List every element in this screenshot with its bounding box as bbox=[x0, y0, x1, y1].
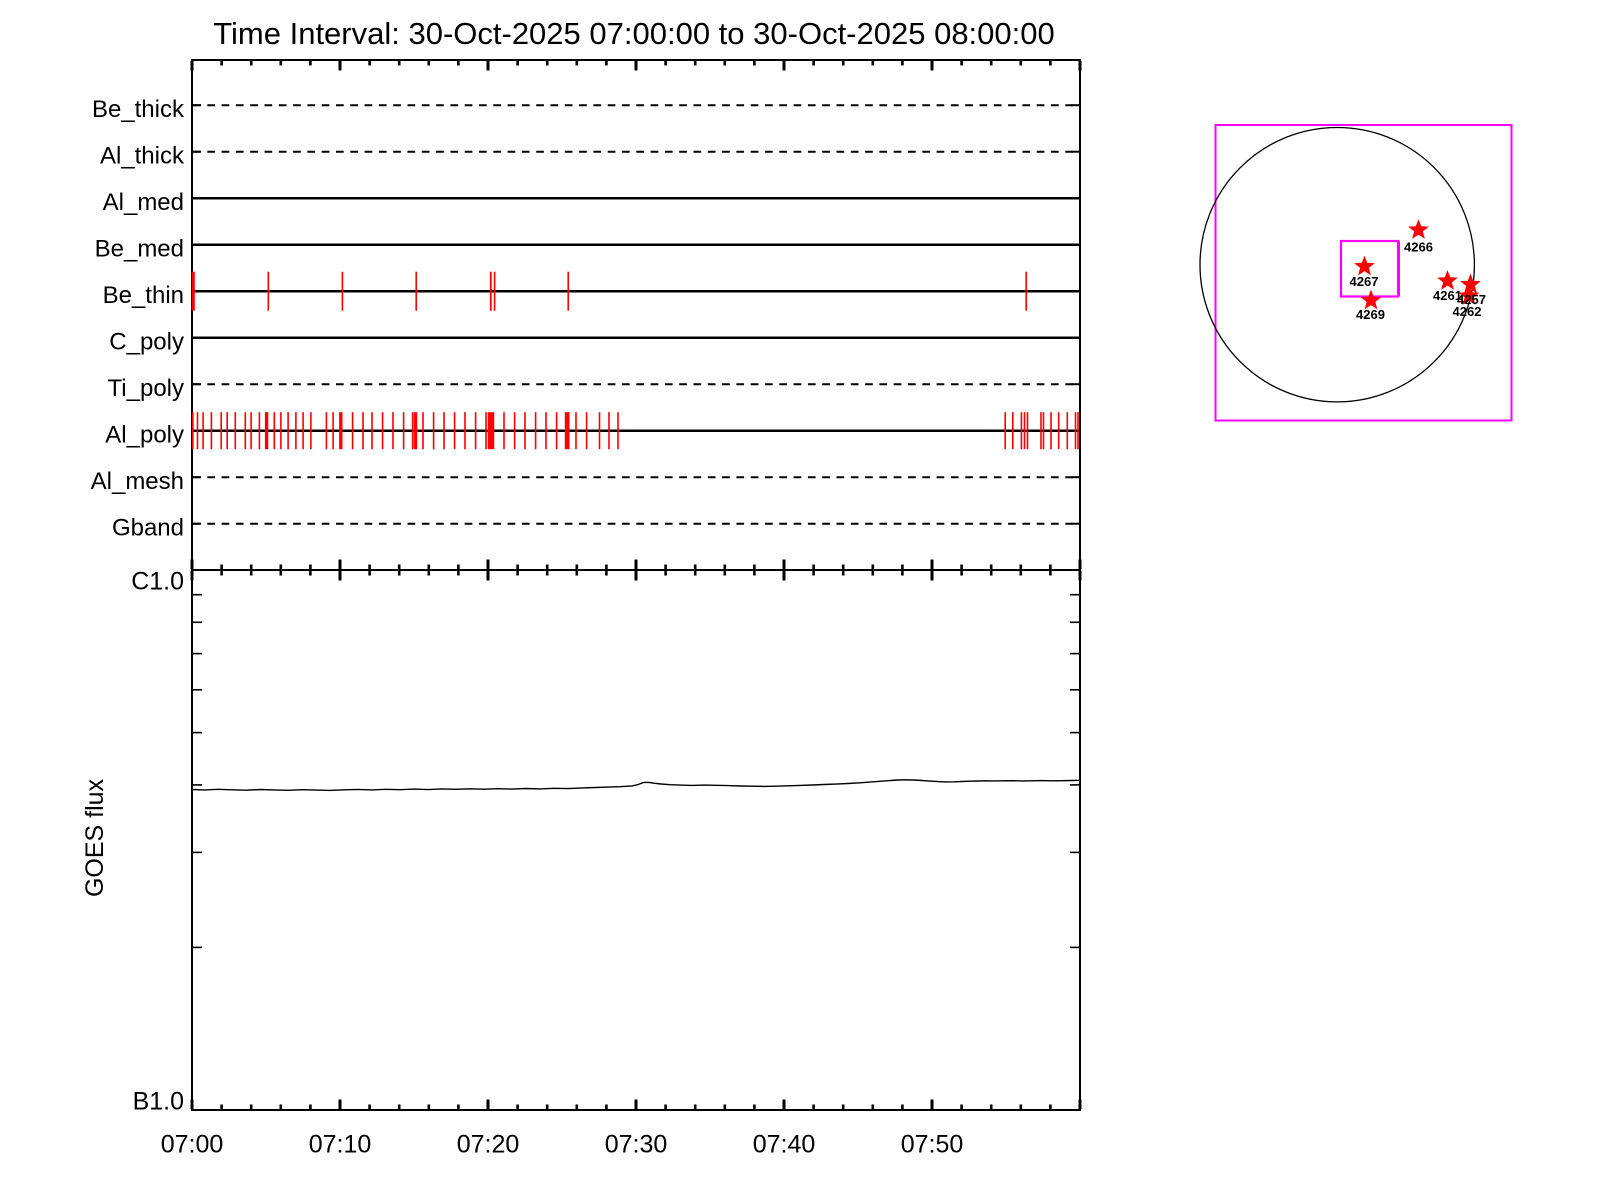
svg-text:GOES flux: GOES flux bbox=[81, 778, 109, 897]
svg-text:Gband: Gband bbox=[112, 515, 184, 542]
svg-text:4269: 4269 bbox=[1356, 307, 1385, 322]
svg-text:07:10: 07:10 bbox=[309, 1131, 372, 1159]
svg-text:C_poly: C_poly bbox=[109, 329, 184, 356]
svg-text:4257: 4257 bbox=[1457, 292, 1486, 307]
svg-text:Al_thick: Al_thick bbox=[100, 143, 185, 170]
svg-text:Al_med: Al_med bbox=[103, 189, 184, 216]
svg-text:Time Interval: 30-Oct-2025 07:: Time Interval: 30-Oct-2025 07:00:00 to 3… bbox=[213, 16, 1055, 51]
svg-text:07:50: 07:50 bbox=[901, 1131, 964, 1159]
svg-text:4262: 4262 bbox=[1453, 304, 1482, 319]
svg-text:07:00: 07:00 bbox=[161, 1131, 224, 1159]
svg-text:07:40: 07:40 bbox=[753, 1131, 816, 1159]
svg-text:4267: 4267 bbox=[1350, 274, 1379, 289]
svg-text:Be_thick: Be_thick bbox=[92, 96, 185, 123]
svg-text:Al_poly: Al_poly bbox=[105, 422, 184, 449]
svg-text:B1.0: B1.0 bbox=[133, 1088, 184, 1116]
svg-text:Be_thin: Be_thin bbox=[103, 282, 184, 309]
svg-text:Ti_poly: Ti_poly bbox=[108, 375, 184, 402]
svg-text:Al_mesh: Al_mesh bbox=[91, 468, 184, 495]
svg-text:Be_med: Be_med bbox=[95, 236, 184, 263]
svg-text:4266: 4266 bbox=[1404, 240, 1433, 255]
svg-text:07:30: 07:30 bbox=[605, 1131, 668, 1159]
svg-text:4261: 4261 bbox=[1433, 288, 1462, 303]
svg-text:07:20: 07:20 bbox=[457, 1131, 520, 1159]
svg-text:C1.0: C1.0 bbox=[131, 568, 184, 596]
